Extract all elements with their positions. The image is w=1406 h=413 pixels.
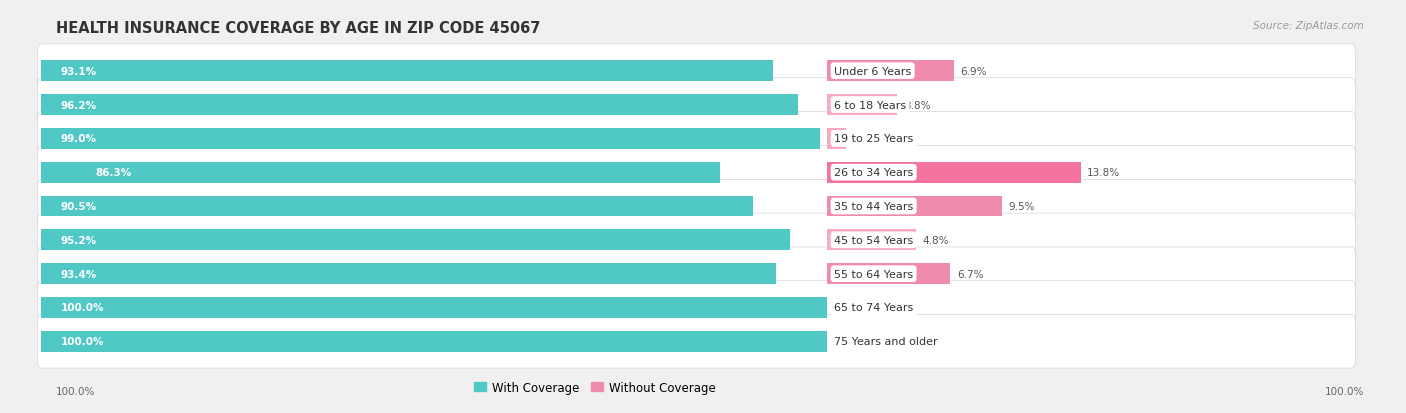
FancyBboxPatch shape (38, 315, 1355, 368)
Text: 93.1%: 93.1% (60, 66, 97, 76)
Text: 0.0%: 0.0% (834, 303, 860, 313)
Text: 6.9%: 6.9% (960, 66, 987, 76)
Text: 100.0%: 100.0% (56, 387, 96, 396)
Text: Under 6 Years: Under 6 Years (834, 66, 911, 76)
Bar (41, 263, 776, 285)
Text: Source: ZipAtlas.com: Source: ZipAtlas.com (1253, 21, 1364, 31)
FancyBboxPatch shape (38, 112, 1355, 166)
Text: 90.5%: 90.5% (60, 202, 97, 211)
Bar (828, 230, 915, 251)
Text: 65 to 74 Years: 65 to 74 Years (834, 303, 914, 313)
Text: HEALTH INSURANCE COVERAGE BY AGE IN ZIP CODE 45067: HEALTH INSURANCE COVERAGE BY AGE IN ZIP … (56, 21, 541, 36)
Bar (41, 95, 797, 116)
Text: 96.2%: 96.2% (60, 100, 97, 110)
Text: 35 to 44 Years: 35 to 44 Years (834, 202, 914, 211)
Text: 86.3%: 86.3% (96, 168, 132, 178)
Text: 95.2%: 95.2% (60, 235, 97, 245)
Text: 9.5%: 9.5% (1008, 202, 1035, 211)
Text: 1.0%: 1.0% (852, 134, 879, 144)
Bar (41, 128, 820, 150)
FancyBboxPatch shape (38, 45, 1355, 98)
Bar (828, 196, 1002, 217)
Bar (41, 61, 773, 82)
Text: 6 to 18 Years: 6 to 18 Years (834, 100, 907, 110)
Text: 93.4%: 93.4% (60, 269, 97, 279)
FancyBboxPatch shape (38, 247, 1355, 301)
Text: 100.0%: 100.0% (1324, 387, 1364, 396)
Text: 75 Years and older: 75 Years and older (834, 337, 938, 347)
Bar (828, 95, 897, 116)
Text: 4.8%: 4.8% (922, 235, 949, 245)
Text: 6.7%: 6.7% (957, 269, 983, 279)
Bar (41, 297, 828, 318)
Text: 45 to 54 Years: 45 to 54 Years (834, 235, 914, 245)
Legend: With Coverage, Without Coverage: With Coverage, Without Coverage (470, 376, 720, 399)
Text: 19 to 25 Years: 19 to 25 Years (834, 134, 914, 144)
Text: 100.0%: 100.0% (60, 337, 104, 347)
FancyBboxPatch shape (38, 214, 1355, 267)
Text: 26 to 34 Years: 26 to 34 Years (834, 168, 914, 178)
Bar (41, 162, 720, 183)
Bar (41, 331, 828, 352)
Bar (828, 263, 950, 285)
FancyBboxPatch shape (38, 180, 1355, 233)
Text: 100.0%: 100.0% (60, 303, 104, 313)
Text: 3.8%: 3.8% (904, 100, 931, 110)
Text: 0.0%: 0.0% (834, 337, 860, 347)
FancyBboxPatch shape (38, 281, 1355, 335)
Bar (828, 128, 846, 150)
FancyBboxPatch shape (38, 78, 1355, 132)
Bar (41, 230, 790, 251)
Text: 55 to 64 Years: 55 to 64 Years (834, 269, 912, 279)
Text: 13.8%: 13.8% (1087, 168, 1121, 178)
Text: 99.0%: 99.0% (60, 134, 97, 144)
Bar (828, 162, 1081, 183)
Bar (41, 196, 752, 217)
Bar (828, 61, 955, 82)
FancyBboxPatch shape (38, 146, 1355, 199)
